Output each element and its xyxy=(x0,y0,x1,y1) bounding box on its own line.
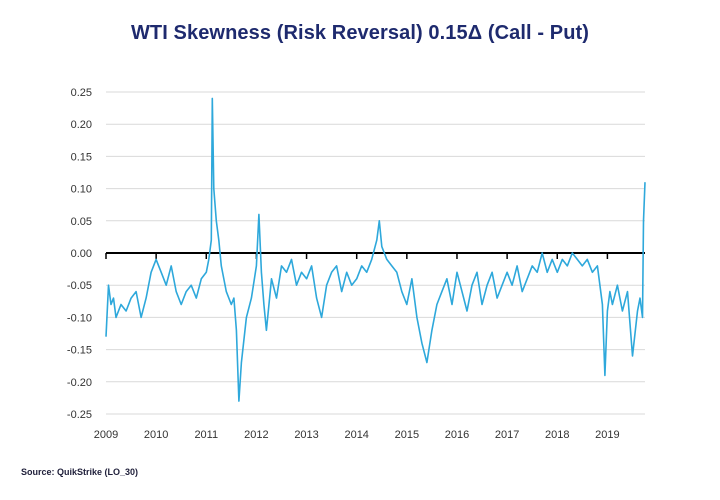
y-tick-label: 0.10 xyxy=(71,184,92,196)
series-line xyxy=(105,97,646,402)
y-tick-label: -0.25 xyxy=(67,409,92,421)
x-tick-label: 2011 xyxy=(194,429,218,441)
x-tick-label: 2016 xyxy=(445,429,469,441)
y-tick-label: 0.20 xyxy=(71,119,92,131)
x-tick-label: 2009 xyxy=(94,429,118,441)
chart-title: WTI Skewness (Risk Reversal) 0.15Δ (Call… xyxy=(130,22,590,44)
y-tick-label: 0.15 xyxy=(71,151,92,163)
y-tick-label: 0.25 xyxy=(71,87,92,99)
y-tick-label: 0.00 xyxy=(71,248,92,260)
source-note: Source: QuikStrike (LO_30) xyxy=(21,467,139,477)
x-axis-ticks: 2009 2010 2011 2012 2013 2014 2015 2016 2017 2018… xyxy=(94,429,620,441)
y-tick-label: -0.20 xyxy=(67,377,92,389)
x-tick-label: 2018 xyxy=(545,429,569,441)
x-tick-label: 2017 xyxy=(495,429,519,441)
y-tick-label: -0.15 xyxy=(67,345,92,357)
x-tick-label: 2014 xyxy=(344,429,368,441)
y-tick-label: -0.05 xyxy=(67,280,92,292)
x-tick-label: 2010 xyxy=(144,429,168,441)
x-tick-label: 2012 xyxy=(244,429,268,441)
y-axis-ticks: 0.25 0.20 0.15 0.10 0.05 0.00 -0.05 -0.10 -0.15 -… xyxy=(67,87,92,421)
x-tick-label: 2015 xyxy=(395,429,419,441)
y-tick-label: -0.10 xyxy=(67,312,92,324)
y-tick-label: 0.05 xyxy=(71,216,92,228)
series-layer xyxy=(105,97,646,402)
x-tick-label: 2013 xyxy=(294,429,318,441)
grid-layer xyxy=(106,91,645,415)
x-tick-label: 2019 xyxy=(595,429,619,441)
zero-line-layer xyxy=(105,252,645,259)
